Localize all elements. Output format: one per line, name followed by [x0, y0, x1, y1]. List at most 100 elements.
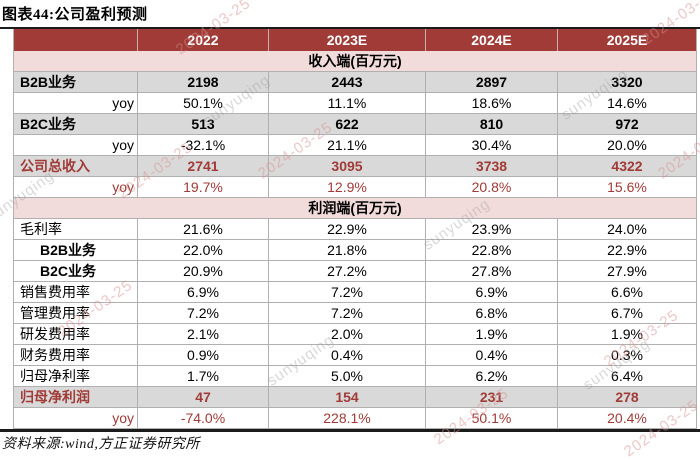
- table-header-row: 2022 2023E 2024E 2025E: [14, 29, 696, 51]
- cell: 972: [558, 114, 696, 135]
- cell: 2.0%: [269, 324, 426, 345]
- cell: 20.9%: [138, 261, 269, 282]
- cell: 6.6%: [558, 282, 696, 303]
- row-label: yoy: [14, 408, 138, 429]
- table-row: 毛利率 21.6% 22.9% 23.9% 24.0%: [14, 219, 696, 240]
- page-title: 图表44:公司盈利预测: [2, 7, 148, 23]
- table-row: 财务费用率 0.9% 0.4% 0.4% 0.3%: [14, 345, 696, 366]
- table-row: 管理费用率 7.2% 7.2% 6.8% 6.7%: [14, 303, 696, 324]
- cell: 2198: [138, 72, 269, 93]
- cell: 27.8%: [426, 261, 558, 282]
- cell: 622: [269, 114, 426, 135]
- row-label: B2C业务: [14, 114, 138, 135]
- cell: 0.9%: [138, 345, 269, 366]
- cell: 50.1%: [138, 93, 269, 114]
- section-label: 收入端(百万元): [14, 51, 696, 72]
- cell: 50.1%: [426, 408, 558, 429]
- table-row: B2C业务 513 622 810 972: [14, 114, 696, 135]
- row-label: B2B业务: [14, 72, 138, 93]
- table-row: yoy -74.0% 228.1% 50.1% 20.4%: [14, 408, 696, 429]
- row-label: 销售费用率: [14, 282, 138, 303]
- table-top-rule: [0, 27, 700, 29]
- cell: 1.9%: [558, 324, 696, 345]
- cell: 22.9%: [269, 219, 426, 240]
- table-row: yoy 50.1% 11.1% 18.6% 14.6%: [14, 93, 696, 114]
- cell: 11.1%: [269, 93, 426, 114]
- cell: 278: [558, 387, 696, 408]
- cell: 2443: [269, 72, 426, 93]
- table-row: B2C业务 20.9% 27.2% 27.8% 27.9%: [14, 261, 696, 282]
- cell: 4322: [558, 156, 696, 177]
- cell: 27.9%: [558, 261, 696, 282]
- cell: 20.8%: [426, 177, 558, 198]
- table-row-net-profit: 归母净利润 47 154 231 278: [14, 387, 696, 408]
- cell: 0.3%: [558, 345, 696, 366]
- cell: 22.9%: [558, 240, 696, 261]
- cell: 22.8%: [426, 240, 558, 261]
- cell: -74.0%: [138, 408, 269, 429]
- cell: 6.7%: [558, 303, 696, 324]
- row-label: 财务费用率: [14, 345, 138, 366]
- cell: 6.9%: [426, 282, 558, 303]
- header-cell-2022: 2022: [138, 29, 269, 51]
- cell: 513: [138, 114, 269, 135]
- table-row: 归母净利率 1.7% 5.0% 6.2% 6.4%: [14, 366, 696, 387]
- cell: 6.4%: [558, 366, 696, 387]
- header-cell-2025e: 2025E: [606, 32, 648, 48]
- header-cell-2024e: 2024E: [426, 29, 558, 51]
- row-label: 归母净利率: [14, 366, 138, 387]
- cell: 20.0%: [558, 135, 696, 156]
- cell: 7.2%: [269, 303, 426, 324]
- row-label: B2B业务: [14, 240, 138, 261]
- table-row: yoy 19.7% 12.9% 20.8% 15.6%: [14, 177, 696, 198]
- table-row-total-revenue: 公司总收入 2741 3095 3738 4322: [14, 156, 696, 177]
- cell: 2897: [426, 72, 558, 93]
- section-row-revenue: 收入端(百万元): [14, 51, 696, 72]
- table-row: yoy -32.1% 21.1% 30.4% 20.0%: [14, 135, 696, 156]
- cell: 23.9%: [426, 219, 558, 240]
- cell: 19.7%: [138, 177, 269, 198]
- cell: 7.2%: [138, 303, 269, 324]
- table-row: B2B业务 2198 2443 2897 3320: [14, 72, 696, 93]
- cell: 3095: [269, 156, 426, 177]
- cell: 22.0%: [138, 240, 269, 261]
- row-label: B2C业务: [14, 261, 138, 282]
- header-cell-blank: [14, 29, 138, 51]
- cell: 7.2%: [269, 282, 426, 303]
- cell: 3320: [558, 72, 696, 93]
- cell: 3738: [426, 156, 558, 177]
- section-label: 利润端(百万元): [14, 198, 696, 219]
- cell: 15.6%: [558, 177, 696, 198]
- cell: 810: [426, 114, 558, 135]
- row-label: 公司总收入: [14, 156, 138, 177]
- cell: 6.9%: [138, 282, 269, 303]
- cell: 21.8%: [269, 240, 426, 261]
- cell: 47: [138, 387, 269, 408]
- cell: 14.6%: [558, 93, 696, 114]
- table-bottom-rule: [0, 429, 700, 432]
- row-label: 研发费用率: [14, 324, 138, 345]
- table-row: 销售费用率 6.9% 7.2% 6.9% 6.6%: [14, 282, 696, 303]
- cell: 1.7%: [138, 366, 269, 387]
- cell: 6.8%: [426, 303, 558, 324]
- profit-forecast-table: 2022 2023E 2024E 2025E 收入端(百万元) B2B业务 21…: [13, 29, 697, 429]
- cell: 228.1%: [269, 408, 426, 429]
- cell: 20.4%: [558, 408, 696, 429]
- cell: 154: [269, 387, 426, 408]
- cell: 27.2%: [269, 261, 426, 282]
- cell: 12.9%: [269, 177, 426, 198]
- source-note: 资料来源:wind,方正证券研究所: [2, 437, 200, 452]
- header-cell-2023e: 2023E: [269, 29, 426, 51]
- row-label: yoy: [14, 177, 138, 198]
- cell: 2.1%: [138, 324, 269, 345]
- table-row: B2B业务 22.0% 21.8% 22.8% 22.9%: [14, 240, 696, 261]
- cell: 18.6%: [426, 93, 558, 114]
- cell: -32.1%: [138, 135, 269, 156]
- cell: 1.9%: [426, 324, 558, 345]
- row-label: 管理费用率: [14, 303, 138, 324]
- cell: 24.0%: [558, 219, 696, 240]
- cell: 231: [426, 387, 558, 408]
- cell: 0.4%: [269, 345, 426, 366]
- cell: 2741: [138, 156, 269, 177]
- cell: 0.4%: [426, 345, 558, 366]
